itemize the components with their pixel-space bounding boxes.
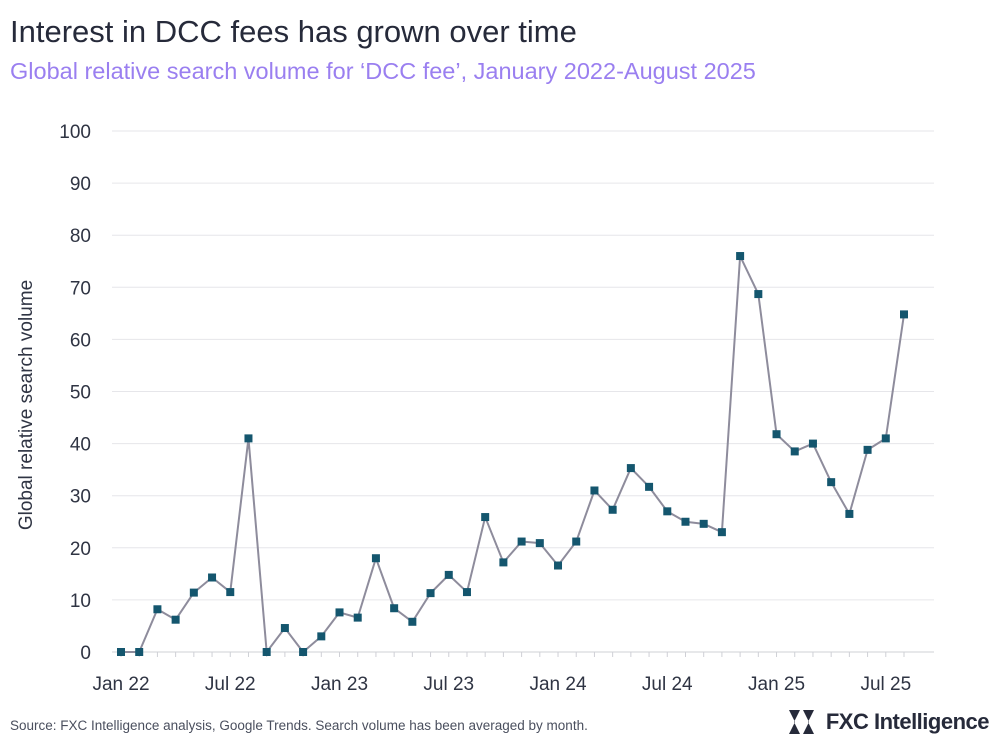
- y-tick-label: 30: [70, 487, 91, 508]
- data-point-marker: [117, 648, 125, 656]
- data-point-marker: [426, 589, 435, 598]
- data-point-marker: [535, 539, 544, 548]
- y-tick-label: 10: [70, 591, 91, 612]
- data-point-marker: [663, 507, 672, 516]
- data-point-marker: [808, 439, 817, 448]
- y-tick-label: 100: [59, 122, 91, 143]
- data-point-marker: [335, 608, 344, 617]
- data-point-marker: [572, 537, 581, 546]
- data-point-marker: [863, 445, 872, 454]
- data-point-marker: [226, 588, 235, 597]
- data-point-marker: [554, 561, 563, 570]
- data-point-marker: [681, 517, 690, 526]
- data-point-marker: [717, 528, 726, 537]
- y-axis-ticks: 0 10 20 30 40 50 60 70 80 90 100: [59, 122, 91, 664]
- data-point-marker: [153, 605, 162, 614]
- y-axis-title: Global relative search volume: [16, 280, 37, 530]
- data-point-marker: [262, 648, 271, 656]
- data-point-marker: [590, 486, 599, 495]
- brand-name: FXC Intelligence: [825, 709, 990, 734]
- data-point-marker: [517, 537, 526, 546]
- data-point-marker: [462, 588, 471, 597]
- data-point-marker: [626, 464, 635, 473]
- data-point-marker: [754, 290, 763, 299]
- series-line-path: [121, 255, 905, 653]
- data-point-marker: [790, 447, 799, 456]
- y-tick-label: 90: [70, 174, 91, 195]
- x-tick-label: Jan 25: [748, 674, 805, 695]
- y-tick-label: 0: [80, 643, 91, 664]
- chart-subtitle: Global relative search volume for ‘DCC f…: [10, 58, 756, 84]
- data-point-marker: [499, 558, 508, 567]
- data-point-marker: [353, 613, 362, 622]
- x-axis-ticks: Jan 22 Jul 22 Jan 23 Jul 23 Jan 24 Jul 24 Jan …: [92, 652, 911, 695]
- x-tick-label: Jul 23: [423, 674, 474, 695]
- data-point-marker: [645, 482, 654, 491]
- chart-title: Interest in DCC fees has grown over time: [10, 14, 577, 49]
- data-point-marker: [371, 554, 380, 563]
- data-point-marker: [736, 252, 745, 261]
- y-tick-label: 70: [70, 278, 91, 299]
- data-point-marker: [481, 513, 490, 522]
- data-point-marker: [390, 604, 399, 613]
- data-point-marker: [317, 632, 326, 641]
- y-tick-label: 20: [70, 539, 91, 560]
- data-point-marker: [772, 430, 781, 439]
- data-point-marker: [299, 648, 308, 656]
- data-point-marker: [171, 615, 180, 624]
- source-note: Source: FXC Intelligence analysis, Googl…: [10, 718, 588, 733]
- data-point-marker: [208, 573, 217, 582]
- data-point-marker: [900, 310, 908, 319]
- data-points: [117, 252, 908, 656]
- y-tick-label: 50: [70, 383, 91, 404]
- x-tick-label: Jul 25: [860, 674, 911, 695]
- x-tick-label: Jul 24: [642, 674, 693, 695]
- y-tick-label: 60: [70, 330, 91, 351]
- data-point-marker: [881, 434, 890, 443]
- data-point-marker: [244, 434, 253, 443]
- y-tick-label: 80: [70, 226, 91, 247]
- data-point-marker: [699, 519, 708, 528]
- x-tick-label: Jan 22: [92, 674, 149, 695]
- data-point-marker: [827, 478, 836, 487]
- data-point-marker: [845, 509, 854, 518]
- brand-logo: FXC Intelligence: [786, 708, 990, 736]
- data-point-marker: [189, 588, 198, 597]
- data-point-marker: [135, 648, 144, 656]
- y-tick-label: 40: [70, 435, 91, 456]
- data-point-marker: [444, 570, 453, 579]
- fxc-logo-icon: [788, 710, 814, 734]
- x-tick-label: Jan 23: [311, 674, 368, 695]
- data-point-marker: [408, 617, 417, 626]
- series-line: [121, 255, 905, 653]
- data-point-marker: [608, 505, 617, 514]
- x-tick-label: Jan 24: [529, 674, 586, 695]
- gridlines: [112, 130, 934, 653]
- data-point-marker: [280, 624, 289, 633]
- x-tick-label: Jul 22: [205, 674, 256, 695]
